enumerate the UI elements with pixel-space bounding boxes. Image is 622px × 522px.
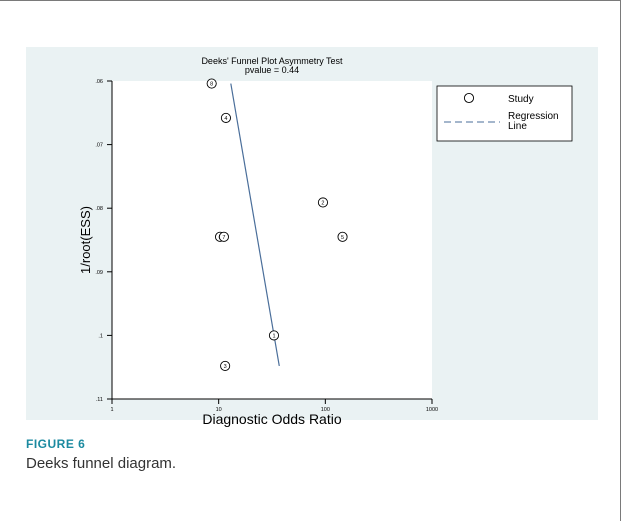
legend: Study Regression Line xyxy=(436,85,573,142)
x-tick-label: 100 xyxy=(321,407,330,413)
study-point-label: 4 xyxy=(224,116,227,122)
legend-study-marker xyxy=(463,92,475,104)
y-tick-label: .09 xyxy=(95,270,103,276)
study-point-label: 3 xyxy=(224,364,227,370)
study-point xyxy=(206,78,217,89)
legend-regression-label: Regression Line xyxy=(508,111,559,132)
x-axis-label: Diagnostic Odds Ratio xyxy=(202,411,342,427)
study-point-label: 5 xyxy=(341,235,344,241)
study-point-label: 8 xyxy=(210,82,213,88)
study-point xyxy=(220,360,231,371)
y-tick-label: .08 xyxy=(95,206,103,212)
y-tick-label: .1 xyxy=(98,333,103,339)
y-tick-label: .11 xyxy=(96,397,103,403)
points-group: 12345678 xyxy=(206,78,348,371)
study-point xyxy=(317,197,329,208)
study-point-label: 7 xyxy=(222,235,225,241)
study-point xyxy=(268,330,280,341)
x-tick-label: 10 xyxy=(216,407,222,413)
chart-subtitle: pvalue = 0.44 xyxy=(245,65,299,75)
plot-area xyxy=(112,81,432,399)
legend-box xyxy=(436,85,573,142)
regression-group xyxy=(230,83,280,367)
x-tick-label: 1000 xyxy=(426,407,438,413)
figure-caption: Deeks funnel diagram. xyxy=(26,455,177,472)
x-tick-label: 1 xyxy=(110,407,113,413)
study-point xyxy=(220,112,231,123)
y-axis-label: 1/root(ESS) xyxy=(78,206,93,274)
study-point xyxy=(337,231,348,242)
y-tick-label: .07 xyxy=(95,143,103,149)
axes: .06 .07 .08 .09 .1 .11 1 10 100 1000 xyxy=(95,79,438,413)
figure-label: FIGURE 6 xyxy=(26,437,86,451)
y-tick-label: .06 xyxy=(95,79,103,85)
chart-title: Deeks' Funnel Plot Asymmetry Test xyxy=(201,56,343,66)
legend-study-label: Study xyxy=(508,94,534,105)
study-point-label: 2 xyxy=(321,200,324,206)
study-point-label: 1 xyxy=(272,333,275,339)
study-point xyxy=(218,231,229,242)
regression-line xyxy=(230,83,280,367)
